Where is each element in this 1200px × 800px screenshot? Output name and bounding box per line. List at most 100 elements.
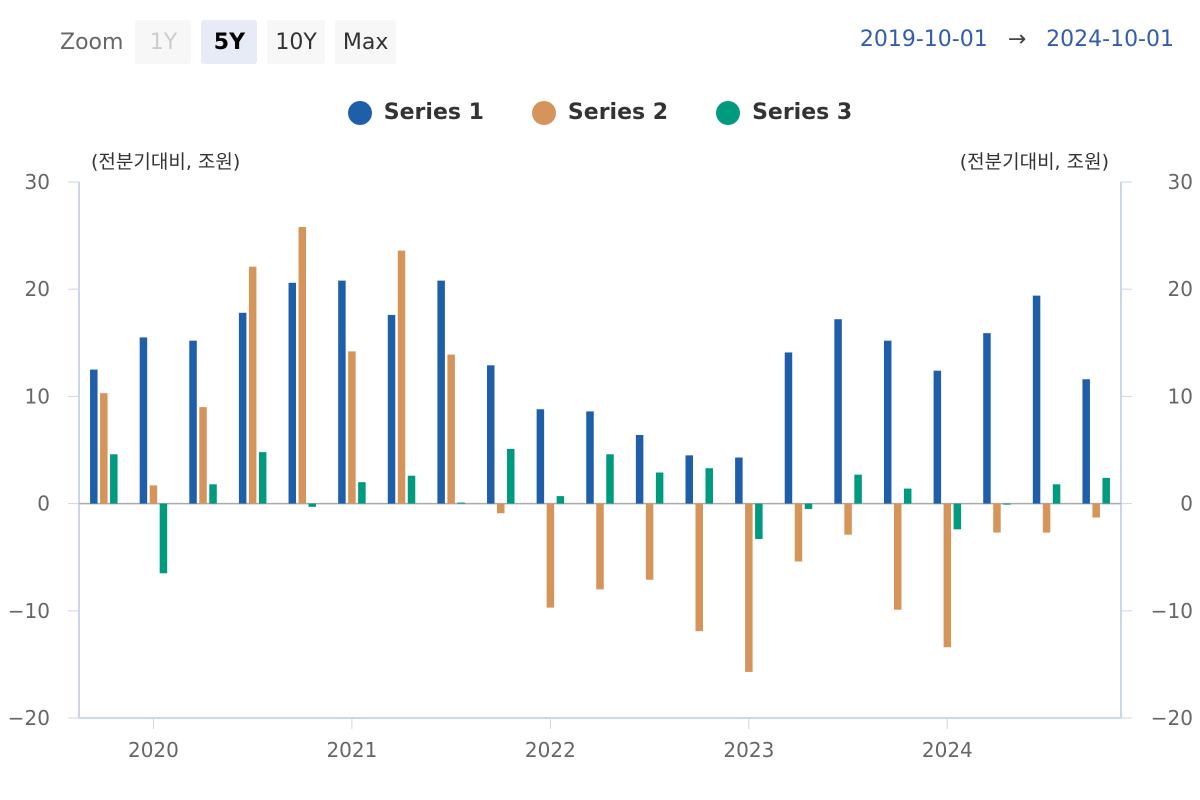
bar-series-3: [755, 503, 763, 539]
y-tick-label-right: 0: [1180, 492, 1193, 516]
zoom-button-10y[interactable]: 10Y: [267, 20, 325, 64]
bar-series-1: [487, 365, 495, 504]
bar-series-1: [635, 434, 644, 504]
bar-series-2: [695, 503, 703, 632]
y-tick-label-right: −10: [1151, 599, 1193, 623]
bar-series-3: [1003, 503, 1011, 505]
bar-series-3: [1102, 477, 1110, 504]
legend-dot-icon: [531, 100, 556, 125]
bar-series-3: [903, 488, 912, 504]
legend-item-series-1[interactable]: Series 1: [347, 100, 484, 125]
bar-series-3: [1052, 484, 1061, 504]
bar-series-3: [606, 454, 614, 504]
bar-series-1: [1032, 295, 1041, 504]
y-tick-label-left: 10: [25, 384, 50, 408]
bar-series-2: [794, 503, 803, 562]
bar-series-1: [536, 409, 545, 504]
bar-series-3: [209, 484, 217, 504]
bar-series-3: [358, 482, 366, 504]
bar-series-1: [139, 337, 148, 504]
bar-series-2: [447, 354, 455, 504]
x-tick-label: 2022: [525, 738, 576, 762]
bar-series-1: [387, 314, 396, 504]
bar-series-1: [735, 457, 743, 504]
zoom-button-group: 1Y 5Y 10Y Max: [135, 20, 397, 64]
bar-series-2: [893, 503, 902, 610]
legend-label: Series 3: [752, 100, 853, 125]
legend-item-series-3[interactable]: Series 3: [716, 100, 852, 125]
bar-series-1: [883, 340, 892, 504]
bar-series-3: [655, 472, 664, 504]
legend-dot-icon: [347, 100, 372, 125]
bar-series-2: [1092, 503, 1100, 518]
bar-series-3: [308, 503, 317, 507]
bar-series-1: [834, 319, 842, 504]
legend-label: Series 2: [567, 100, 669, 125]
y-tick-label-left: −20: [8, 706, 50, 730]
chart-legend: Series 1 Series 2 Series 3: [0, 100, 1200, 125]
bar-series-3: [953, 503, 962, 530]
bar-series-2: [397, 250, 406, 504]
bar-series-2: [546, 503, 555, 608]
bar-series-2: [497, 503, 505, 514]
bar-series-3: [110, 454, 118, 504]
right-axis-unit: (전분기대비, 조원): [960, 151, 1109, 173]
zoom-button-max[interactable]: Max: [334, 20, 397, 64]
bar-series-3: [258, 452, 267, 504]
x-tick-label: 2023: [723, 738, 774, 762]
bar-series-3: [407, 475, 416, 504]
legend-dot-icon: [716, 100, 741, 125]
legend-label: Series 1: [383, 100, 484, 125]
x-tick-label: 2021: [326, 738, 377, 762]
bar-series-2: [596, 503, 604, 590]
zoom-button-5y[interactable]: 5Y: [201, 20, 258, 64]
left-axis-unit: (전분기대비, 조원): [91, 151, 240, 173]
x-tick-label: 2024: [922, 738, 973, 762]
y-tick-label-right: 20: [1168, 277, 1193, 301]
bar-series-2: [199, 407, 207, 504]
y-tick-label-left: 0: [37, 492, 50, 516]
bar-series-2: [993, 503, 1001, 533]
y-tick-label-right: 10: [1168, 384, 1193, 408]
bar-series-2: [248, 266, 257, 504]
range-arrow: →: [1007, 27, 1027, 52]
bar-series-2: [348, 351, 356, 504]
y-tick-label-left: 20: [25, 277, 50, 301]
bar-series-2: [149, 485, 158, 504]
range-to-input[interactable]: 2024-10-01: [1046, 27, 1174, 52]
y-tick-label-right: 30: [1168, 170, 1193, 194]
y-tick-label-left: −10: [8, 599, 50, 623]
bar-series-1: [983, 333, 991, 504]
bar-series-1: [90, 369, 98, 504]
bar-series-3: [457, 502, 465, 504]
bar-series-3: [556, 496, 565, 504]
x-tick-label: 2020: [128, 738, 179, 762]
bar-series-2: [645, 503, 654, 580]
bar-series-2: [298, 227, 307, 504]
bar-series-1: [338, 280, 346, 504]
bar-series-3: [854, 474, 862, 504]
bar-series-1: [933, 370, 942, 504]
bar-series-1: [1082, 379, 1090, 504]
bar-series-2: [943, 503, 952, 648]
bar-series-2: [100, 393, 108, 504]
bar-series-3: [507, 448, 515, 504]
date-range: 2019-10-01 → 2024-10-01: [860, 27, 1174, 52]
bar-series-1: [685, 455, 693, 504]
bar-series-2: [844, 503, 852, 535]
zoom-toolbar: Zoom 1Y 5Y 10Y Max: [60, 20, 397, 64]
bar-series-1: [437, 280, 445, 504]
bar-series-2: [745, 503, 753, 672]
bar-series-2: [1042, 503, 1051, 533]
y-tick-label-left: 30: [25, 170, 50, 194]
bar-series-3: [804, 503, 813, 509]
bar-series-3: [159, 503, 168, 574]
zoom-label: Zoom: [60, 29, 124, 55]
range-from-input[interactable]: 2019-10-01: [859, 27, 988, 52]
bar-series-1: [189, 340, 197, 504]
legend-item-series-2[interactable]: Series 2: [531, 100, 669, 125]
bar-series-1: [238, 312, 247, 504]
bar-series-3: [705, 468, 713, 504]
bar-series-1: [288, 282, 297, 504]
bar-series-1: [784, 352, 793, 504]
